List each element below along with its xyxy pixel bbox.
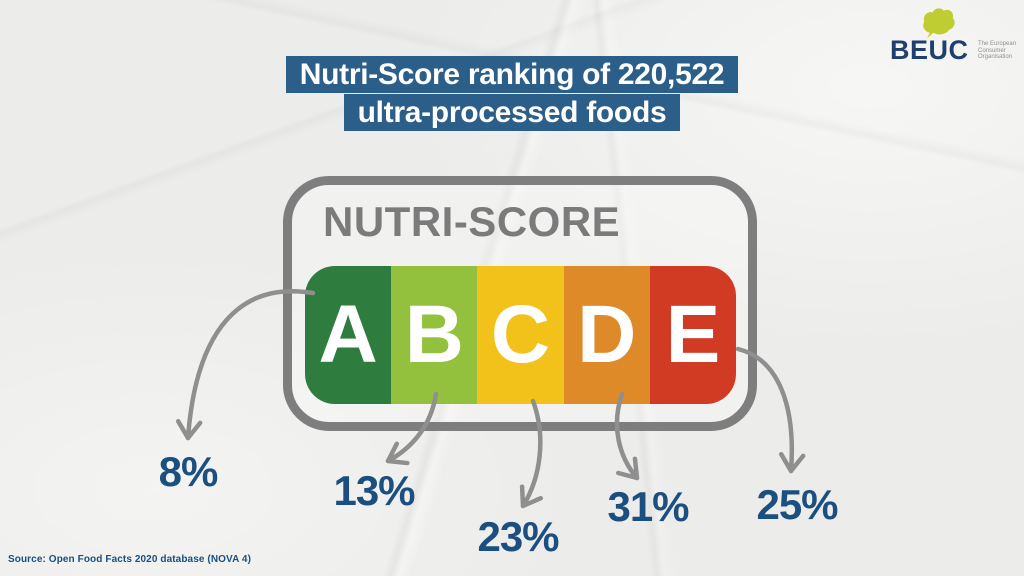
grade-segment-d: D (563, 266, 650, 404)
value-grade-c: 23% (477, 513, 559, 560)
nutriscore-label-card: NUTRI-SCORE A B C D E (283, 176, 757, 431)
grade-segment-b: B (391, 266, 478, 404)
grade-segment-a: A (305, 266, 392, 404)
tagline-line-2: Consumer (978, 47, 1006, 54)
value-grade-d: 31% (607, 483, 689, 530)
tagline-line-3: Organisation (978, 54, 1013, 60)
source-note: Source: Open Food Facts 2020 database (N… (8, 554, 251, 565)
speech-bubble-shape (923, 8, 955, 39)
beuc-logo: BEUC The European Consumer Organisation (888, 6, 1024, 68)
title-line-2: ultra-processed foods (343, 94, 681, 131)
speech-bubble-icon (923, 8, 955, 39)
beuc-tagline: The European Consumer Organisation (978, 41, 1016, 61)
value-grade-a: 8% (158, 448, 219, 495)
nutriscore-label-title: NUTRI-SCORE (323, 198, 621, 245)
grade-segment-e: E (649, 266, 736, 404)
grade-segment-c: C (477, 266, 564, 404)
tagline-line-1: The European (978, 41, 1017, 47)
title-line-1: Nutri-Score ranking of 220,522 (285, 56, 739, 93)
nutriscore-grade-bar: A B C D E (305, 266, 736, 404)
value-grade-b: 13% (333, 467, 415, 514)
value-grade-e: 25% (756, 481, 838, 528)
page-title: Nutri-Score ranking of 220,522 ultra-pro… (0, 56, 1024, 132)
beuc-wordmark: BEUC (890, 35, 969, 65)
